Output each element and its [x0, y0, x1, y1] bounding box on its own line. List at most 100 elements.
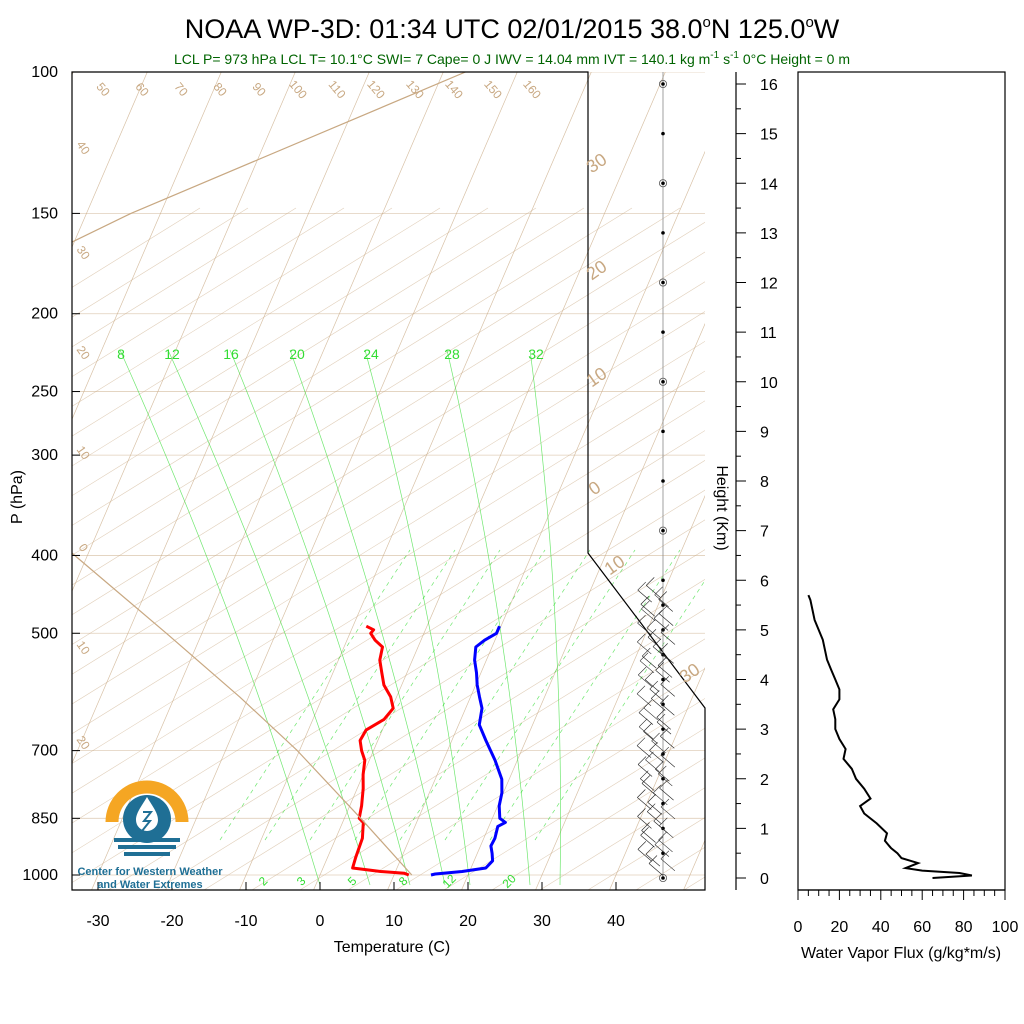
- wind-barb: [660, 858, 676, 872]
- mixing-ratio-label: 20: [499, 871, 519, 891]
- cw3e-logo: [105, 780, 189, 856]
- wind-barb: [637, 816, 652, 829]
- wind-barb: [660, 632, 676, 645]
- dry-adiabat: [72, 207, 297, 348]
- wind-barb-flag: [640, 827, 649, 836]
- height-tick-label: 9: [760, 424, 769, 441]
- dry-adiabat-label: 30: [74, 243, 93, 262]
- isotherm: [609, 667, 705, 890]
- dry-adiabat: [347, 668, 705, 890]
- sounding-circle: [659, 377, 668, 386]
- dry-adiabat: [72, 207, 585, 526]
- dry-adiabat: [635, 846, 705, 890]
- wind-barb: [641, 783, 657, 796]
- isotherm: [239, 72, 592, 890]
- dry-adiabat-label: 10: [583, 363, 611, 391]
- flux-tick-label: 40: [872, 919, 890, 936]
- isotherm: [91, 72, 444, 890]
- wind-barb: [641, 830, 656, 843]
- wind-barb-flag: [660, 850, 670, 860]
- isotherm-label: 110: [326, 78, 349, 102]
- wind-barb: [658, 773, 673, 787]
- wind-barb: [653, 618, 669, 631]
- logo-line-2: and Water Extremes: [97, 879, 203, 891]
- wind-barb: [637, 849, 653, 862]
- flux-frame: [797, 71, 1006, 891]
- y-tick-label: 500: [31, 625, 58, 642]
- wind-barb: [640, 778, 655, 791]
- dry-adiabat: [443, 727, 705, 890]
- isotherm-label: 90: [249, 80, 269, 99]
- sounding-dot: [661, 776, 665, 781]
- wind-barb: [647, 637, 663, 650]
- height-axis-label: Height (Km): [713, 465, 730, 550]
- height-tick-label: 4: [760, 673, 769, 690]
- wind-barb-flag: [637, 614, 646, 624]
- moist-adiabat: [489, 549, 681, 841]
- dry-adiabat: [395, 698, 705, 890]
- wind-barb-flag: [639, 652, 649, 662]
- dry-adiabat-label: 30: [583, 149, 611, 177]
- isotherm: [683, 839, 705, 890]
- wind-barb: [648, 863, 664, 876]
- logo-line-1: Center for Western Weather: [77, 866, 223, 878]
- x-axis-label: Temperature (C): [334, 939, 450, 956]
- wind-barb: [658, 599, 673, 612]
- dry-adiabat: [72, 400, 705, 794]
- wind-barb-flag: [660, 695, 669, 704]
- wind-barb-flag: [653, 812, 662, 822]
- isotherm-label: 60: [132, 80, 152, 99]
- wind-barb: [660, 684, 675, 697]
- wind-barb: [660, 736, 675, 749]
- wind-barb: [647, 811, 662, 824]
- wind-barb: [636, 745, 652, 758]
- wind-barb: [654, 594, 669, 608]
- dry-adiabat: [72, 281, 705, 675]
- mixing-ratio-label: 28: [444, 346, 460, 362]
- wind-barb: [637, 797, 652, 810]
- dry-adiabat: [72, 207, 633, 556]
- wind-barb-flag: [638, 718, 648, 728]
- dry-adiabat-label: 10: [74, 638, 93, 657]
- wind-barb: [646, 627, 662, 641]
- dry-adiabat: [72, 340, 705, 735]
- wind-barb-flag: [643, 723, 652, 732]
- wind-barb-flag: [658, 831, 667, 841]
- height-tick-label: 8: [760, 474, 769, 491]
- flux-tick-label: 0: [794, 919, 803, 936]
- wind-barb-flag: [641, 822, 650, 831]
- flux-tick-label: 20: [831, 919, 849, 936]
- wind-barb: [641, 608, 656, 622]
- flux-line: [807, 594, 973, 879]
- wind-barb-flag: [647, 629, 657, 638]
- wind-barb: [659, 651, 674, 664]
- reference-line: [72, 72, 466, 876]
- wind-barb-flag: [641, 600, 650, 610]
- skewt-series: [72, 72, 507, 877]
- sounding-dot: [661, 752, 665, 756]
- sounding-dot: [661, 280, 665, 285]
- sounding-dot: [661, 429, 665, 434]
- dry-adiabat: [72, 207, 681, 586]
- logo-base-2: [118, 845, 176, 849]
- mixing-ratio-line: [167, 349, 371, 886]
- wind-barb-flag: [637, 633, 646, 643]
- sounding-dot: [661, 231, 665, 235]
- wind-barb-flag: [660, 746, 670, 756]
- wind-barb: [660, 806, 676, 820]
- wind-barb-flag: [641, 775, 651, 784]
- isotherm: [313, 72, 666, 890]
- sounding-dot: [661, 479, 665, 483]
- sounding-dot: [661, 379, 665, 384]
- mixing-ratio-label: 32: [528, 346, 544, 362]
- wind-barb: [637, 764, 653, 777]
- mixing-ratio-label: 5: [345, 874, 360, 889]
- dry-adiabat: [72, 311, 705, 705]
- wind-barb: [643, 731, 658, 744]
- x-tick-label: 40: [607, 913, 625, 930]
- wind-barb: [660, 703, 675, 716]
- isotherm: [535, 495, 705, 890]
- wind-barb: [645, 853, 661, 867]
- flux-axis-label: Water Vapor Flux (g/kg*m/s): [801, 945, 1001, 962]
- y-tick-label: 100: [31, 64, 58, 81]
